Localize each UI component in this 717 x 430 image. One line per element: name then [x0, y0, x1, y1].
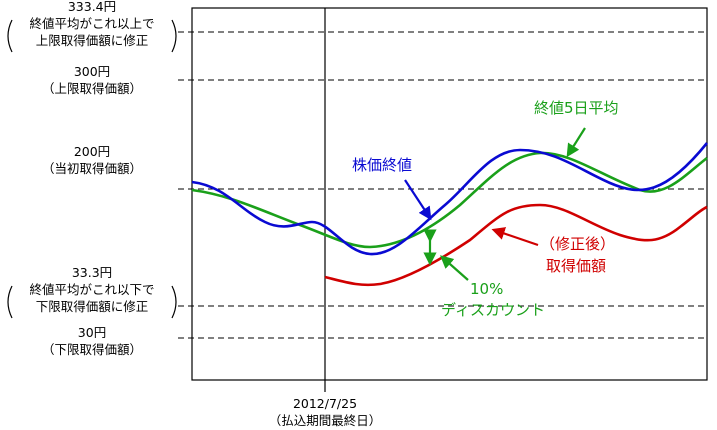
adjusted-label-arrow [491, 227, 539, 247]
plot-area [191, 7, 708, 381]
lower-trigger-line1: 終値平均がこれ以下で [29, 282, 154, 297]
adjusted-series-label-line2: 取得価額 [546, 257, 606, 275]
close-price-series-label: 株価終値 [352, 156, 412, 174]
discount-label-line2: ディスカウント [441, 301, 545, 319]
series-adjusted-price-line [324, 203, 708, 287]
avg-label-arrow [566, 127, 586, 158]
avg-series-label: 終値5日平均 [534, 99, 619, 117]
lower-trigger-bracket-right [171, 285, 177, 319]
discount-label-line1: 10% [470, 280, 503, 298]
lower-trigger-price-label: 33.3円 [72, 265, 112, 280]
upper-trigger-line1: 終値平均がこれ以上で [29, 16, 154, 31]
upper-trigger-line2: 上限取得価額に修正 [36, 33, 149, 48]
upper-trigger-price-label: 333.4円 [68, 0, 116, 14]
upper-limit-caption: （上限取得価額） [42, 81, 142, 96]
upper-trigger-bracket-left [7, 19, 13, 53]
date-caption: （払込期間最終日） [269, 413, 382, 428]
initial-price-caption: （当初取得価額） [42, 161, 142, 176]
lower-limit-price-label: 30円 [78, 325, 106, 340]
lower-trigger-line2: 下限取得価額に修正 [36, 299, 149, 314]
date-label: 2012/7/25 [293, 396, 357, 411]
lower-trigger-bracket-left [7, 285, 13, 319]
adjusted-series-label-line1: （修正後） [540, 235, 615, 253]
close-price-label-arrow [404, 179, 432, 221]
discount-label-arrow [440, 255, 469, 281]
initial-price-label: 200円 [74, 144, 110, 159]
lower-limit-caption: （下限取得価額） [42, 342, 142, 357]
upper-limit-price-label: 300円 [74, 64, 110, 79]
upper-trigger-bracket-right [171, 19, 177, 53]
